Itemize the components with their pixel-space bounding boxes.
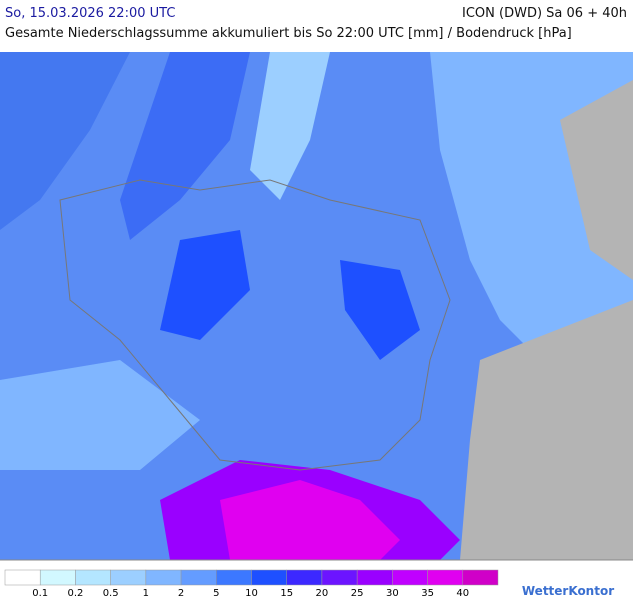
legend-swatch [180, 569, 217, 586]
precip-area [0, 52, 130, 230]
legend-swatch [427, 569, 464, 586]
legend-swatch [356, 569, 393, 586]
legend-label: 1 [143, 588, 149, 599]
no-precip-land [560, 80, 633, 280]
legend-label: 0.2 [67, 588, 83, 599]
model-run: ICON (DWD) Sa 06 + 40h [462, 6, 627, 21]
border [59, 179, 451, 471]
precip-area [0, 360, 200, 470]
legend-label: 15 [280, 588, 293, 599]
legend-swatch [145, 569, 182, 586]
legend-label: 20 [316, 588, 329, 599]
precip-area [340, 260, 420, 360]
legend-swatch [75, 569, 111, 586]
legend-swatch [462, 569, 499, 586]
legend-label: 0.5 [103, 588, 119, 599]
legend-label: 30 [386, 588, 399, 599]
no-precip-land [460, 300, 633, 560]
precip-area [160, 230, 250, 340]
legend-label: 25 [351, 588, 364, 599]
legend-swatch [216, 569, 252, 586]
legend-label: 5 [213, 588, 219, 599]
legend-swatch [251, 569, 287, 586]
legend-label: 10 [245, 588, 258, 599]
date: So, 15.03.2026 22:00 UTC [5, 6, 176, 21]
logo: WetterKontor [522, 584, 614, 598]
legend-label: 2 [178, 588, 184, 599]
legend-label: 0.1 [32, 588, 48, 599]
legend-label: 40 [456, 588, 469, 599]
legend-label: 35 [421, 588, 434, 599]
subtitle: Gesamte Niederschlagssumme akkumuliert b… [5, 26, 572, 41]
legend-swatch [4, 569, 41, 586]
legend-swatch [321, 569, 358, 586]
precip-area [220, 480, 400, 560]
precip-area [120, 52, 250, 240]
legend-swatch [392, 569, 428, 586]
legend-swatch [39, 569, 76, 586]
precip-area [250, 52, 330, 200]
legend-swatch [286, 569, 323, 586]
legend-swatch [110, 569, 147, 586]
